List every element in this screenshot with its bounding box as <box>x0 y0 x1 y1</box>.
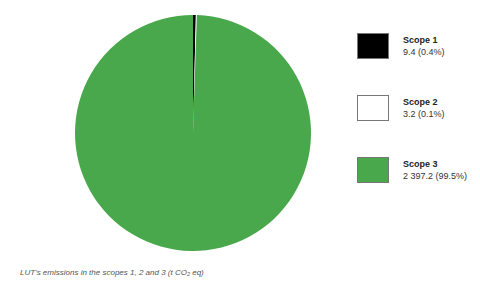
legend-swatch <box>358 34 389 59</box>
legend-swatch <box>358 96 389 121</box>
legend: Scope 1 9.4 (0.4%) Scope 2 3.2 (0.1%) Scope … <box>358 34 468 183</box>
legend-swatch <box>358 158 389 183</box>
pie-slice <box>75 15 311 251</box>
caption: LUT's emissions in the scopes 1, 2 and 3… <box>20 268 204 277</box>
legend-label: Scope 1 <box>403 35 438 45</box>
chart-svg: Scope 1 9.4 (0.4%) Scope 2 3.2 (0.1%) Scope … <box>0 0 480 295</box>
chart-container: Scope 1 9.4 (0.4%) Scope 2 3.2 (0.1%) Scope … <box>0 0 480 295</box>
legend-value: 2 397.2 (99.5%) <box>403 171 467 181</box>
legend-value: 3.2 (0.1%) <box>403 109 445 119</box>
legend-value: 9.4 (0.4%) <box>403 47 445 57</box>
legend-label: Scope 2 <box>403 97 438 107</box>
legend-label: Scope 3 <box>403 159 438 169</box>
pie <box>75 15 311 251</box>
